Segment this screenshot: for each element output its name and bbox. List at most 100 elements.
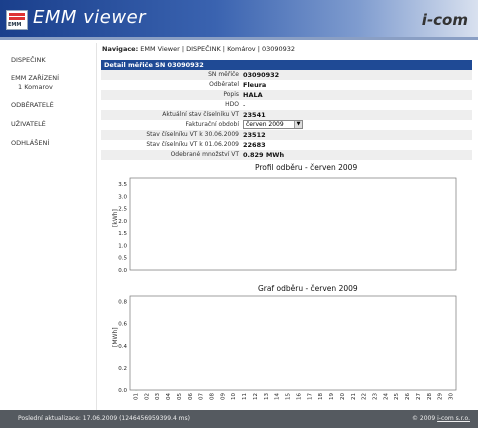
- y-tick-label: 2.5: [118, 207, 127, 213]
- x-tick-label: 21: [351, 393, 357, 400]
- row-label: Odběratel: [209, 81, 239, 88]
- y-tick-label: 2.0: [118, 219, 127, 225]
- billing-period-value: červen 2009: [246, 121, 284, 128]
- copyright-text: © 2009: [412, 415, 436, 422]
- row-label: SN měřiče: [208, 71, 239, 78]
- detail-row: Odběratel Fleura: [101, 80, 472, 90]
- x-tick-label: 01: [133, 393, 139, 400]
- row-value: 23541: [243, 111, 266, 119]
- x-tick-label: 16: [296, 393, 302, 400]
- cumulative-chart-title: Graf odběru - červen 2009: [258, 284, 358, 293]
- detail-row: SN měřiče 03090932: [101, 70, 472, 80]
- row-label: Stav číselníku VT k 30.06.2009: [146, 131, 239, 138]
- y-tick-label: 0.6: [118, 322, 127, 328]
- y-tick-label: 1.5: [118, 231, 127, 237]
- x-tick-label: 11: [242, 393, 248, 400]
- x-tick-label: 13: [264, 393, 270, 400]
- x-tick-label: 03: [155, 393, 161, 400]
- sidebar-divider: [96, 43, 97, 410]
- x-tick-label: 14: [275, 393, 281, 400]
- detail-row: Popis HALA: [101, 90, 472, 100]
- y-tick-label: 3.0: [118, 194, 127, 200]
- detail-heading: Detail měřiče SN 03090932: [101, 60, 472, 70]
- row-label: Aktuální stav číselníku VT: [162, 111, 239, 118]
- sidebar: DISPEČINK EMM ZAŘÍZENÍ 1 Komarov ODBĚRAT…: [0, 43, 96, 410]
- detail-row: Aktuální stav číselníku VT 23541: [101, 110, 472, 120]
- row-value: 22683: [243, 141, 266, 149]
- chevron-down-icon[interactable]: ▼: [294, 121, 302, 128]
- row-value: 03090932: [243, 71, 280, 79]
- row-value: Fleura: [243, 81, 267, 89]
- profile-chart: [kWh] 0.0 0.5 1.0 1.5 2.0 2.5 3.0 3.5: [112, 177, 457, 274]
- detail-row: Stav číselníku VT k 01.06.2009 22683: [101, 140, 472, 150]
- last-update-text: Poslední aktualizace: 17.06.2009 (124645…: [18, 415, 190, 422]
- logo-text: EMM: [8, 22, 22, 28]
- row-value: 0.829 MWh: [243, 151, 285, 159]
- x-tick-label: 07: [199, 393, 205, 400]
- x-tick-label: 18: [318, 393, 324, 400]
- sidebar-subitem-komarov[interactable]: 1 Komarov: [18, 83, 53, 91]
- detail-row: Fakturační období červen 2009 ▼: [101, 120, 472, 130]
- x-tick-label: 17: [307, 393, 313, 400]
- cumulative-chart-ylabel: [MWh]: [112, 327, 119, 347]
- x-tick-label: 30: [449, 393, 455, 400]
- x-tick-label: 08: [210, 393, 216, 400]
- sidebar-item-emm-zarizeni[interactable]: EMM ZAŘÍZENÍ: [11, 74, 60, 82]
- app-header: EMM EMM viewer i-com: [0, 0, 478, 40]
- y-tick-label: 0.5: [118, 256, 127, 262]
- billing-period-select[interactable]: červen 2009 ▼: [243, 120, 303, 129]
- y-tick-label: 0.4: [118, 344, 127, 350]
- y-tick-label: 0.0: [118, 268, 127, 274]
- plot-area: [129, 177, 457, 271]
- sidebar-item-uzivatele[interactable]: UŽIVATELÉ: [11, 120, 46, 128]
- x-tick-label: 22: [362, 393, 368, 400]
- row-label: Odebrané množství VT: [170, 151, 239, 158]
- detail-row: Stav číselníku VT k 30.06.2009 23512: [101, 130, 472, 140]
- copyright: © 2009 i-com s.r.o.: [412, 415, 470, 422]
- x-tick-label: 10: [231, 393, 237, 400]
- row-label: Popis: [223, 91, 239, 98]
- plot-area: [129, 295, 457, 391]
- x-tick-label: 05: [177, 393, 183, 400]
- sidebar-item-odhlaseni[interactable]: ODHLÁŠENÍ: [11, 139, 50, 147]
- row-value: HALA: [243, 91, 263, 99]
- row-value: 23512: [243, 131, 266, 139]
- x-tick-label: 26: [405, 393, 411, 400]
- x-tick-label: 23: [373, 393, 379, 400]
- detail-row: Odebrané množství VT 0.829 MWh: [101, 150, 472, 160]
- row-label: Stav číselníku VT k 01.06.2009: [146, 141, 239, 148]
- app-title: EMM viewer: [33, 7, 147, 28]
- breadcrumb-label: Navigace:: [102, 45, 139, 53]
- y-tick-label: 3.5: [118, 182, 127, 188]
- brand-logo: i-com: [421, 11, 468, 29]
- x-tick-label: 27: [416, 393, 422, 400]
- breadcrumb-path[interactable]: EMM Viewer | DISPEČINK | Komárov | 03090…: [140, 45, 296, 53]
- x-tick-label: 20: [340, 393, 346, 400]
- x-tick-label: 29: [438, 393, 444, 400]
- company-link[interactable]: i-com s.r.o.: [437, 415, 470, 422]
- x-tick-label: 24: [383, 393, 389, 400]
- sidebar-item-dispecink[interactable]: DISPEČINK: [11, 56, 46, 64]
- x-tick-label: 28: [427, 393, 433, 400]
- x-tick-label: 15: [286, 393, 292, 400]
- row-label: Fakturační období: [185, 121, 239, 128]
- x-tick-label: 19: [329, 393, 335, 400]
- profile-chart-ylabel: [kWh]: [112, 209, 119, 227]
- y-tick-label: 0.2: [118, 366, 127, 372]
- footer: Poslední aktualizace: 17.06.2009 (124645…: [0, 410, 478, 428]
- sidebar-item-odberatele[interactable]: ODBĚRATELÉ: [11, 101, 54, 109]
- x-tick-label: 12: [253, 393, 259, 400]
- x-tick-label: 06: [188, 393, 194, 400]
- x-tick-label: 09: [220, 393, 226, 400]
- detail-row: HDO -: [101, 100, 472, 110]
- breadcrumb: Navigace: EMM Viewer | DISPEČINK | Komár…: [102, 45, 295, 53]
- x-tick-label: 02: [144, 393, 150, 400]
- cumulative-chart: [MWh] 0.0 0.2 0.4 0.6 0.8 01 02 03 04 05 06 07 08 09…: [112, 295, 457, 400]
- x-tick-label: 25: [394, 393, 400, 400]
- x-tick-label: 04: [166, 393, 172, 400]
- y-tick-label: 0.8: [118, 300, 127, 306]
- emm-logo-icon: EMM: [6, 10, 28, 30]
- row-label: HDO: [225, 101, 239, 108]
- profile-chart-title: Profil odběru - červen 2009: [255, 163, 358, 172]
- y-tick-label: 0.0: [118, 388, 127, 394]
